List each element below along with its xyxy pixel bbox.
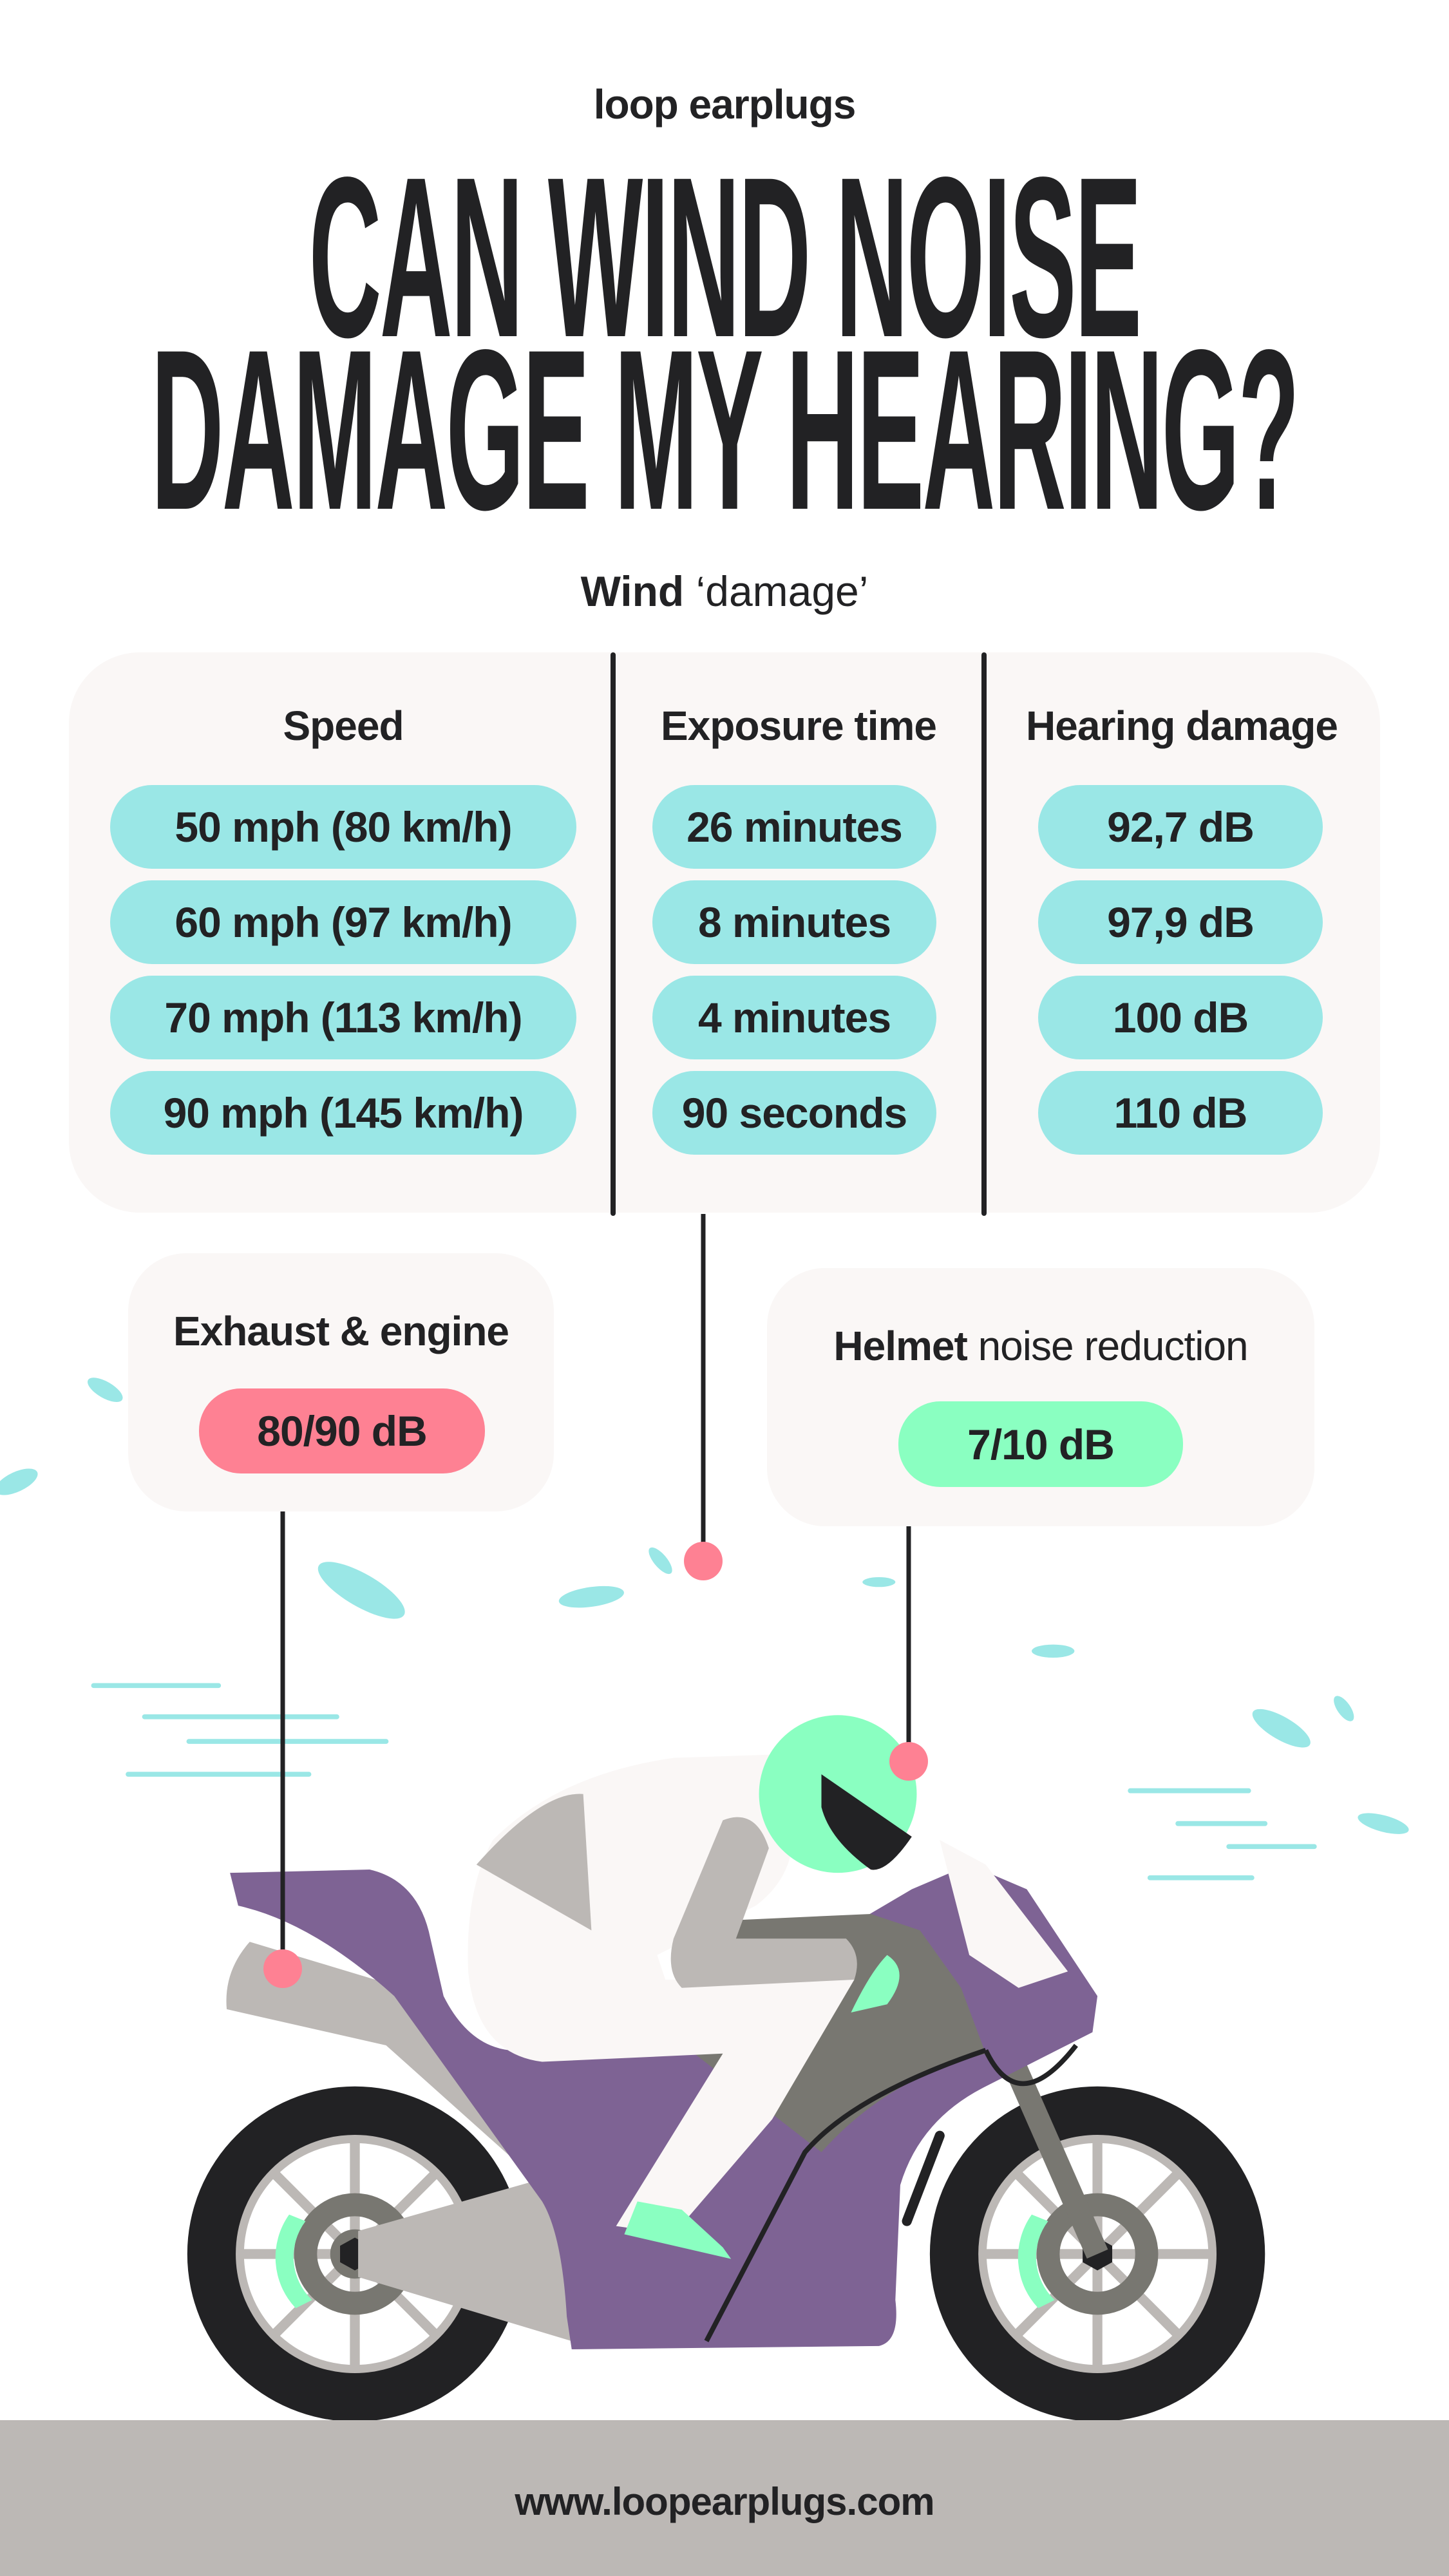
exposure-pill: 4 minutes — [652, 976, 936, 1059]
leaf-icon — [649, 1547, 672, 1575]
leaf-icon — [1032, 1644, 1075, 1658]
damage-pill: 110 dB — [1038, 1071, 1323, 1155]
footer-url-link[interactable]: www.loopearplugs.com — [515, 2480, 934, 2523]
exposure-pill: 26 minutes — [652, 785, 936, 869]
exposure-pill: 90 seconds — [652, 1071, 936, 1155]
helmet-label-rest: noise reduction — [967, 1323, 1249, 1369]
speed-pill: 70 mph (113 km/h) — [110, 976, 576, 1059]
title-line-2: DAMAGE MY HEARING? — [151, 303, 1300, 558]
fairing-windscreen — [940, 1840, 1068, 1988]
connector-dot — [889, 1742, 928, 1781]
header-exposure: Exposure time — [660, 703, 937, 749]
title-line-1: CAN WIND NOISE — [308, 130, 1142, 385]
leaf-icon — [1358, 1813, 1409, 1834]
leaf-icon — [317, 1562, 405, 1619]
leaf-icon — [862, 1577, 896, 1587]
speed-pill: 90 mph (145 km/h) — [110, 1071, 576, 1155]
leaf-icon — [558, 1586, 624, 1608]
helmet-visor — [821, 1774, 912, 1870]
leaf-icon — [1252, 1709, 1311, 1748]
damage-pill: 100 dB — [1038, 976, 1323, 1059]
subtitle-bold: Wind — [580, 567, 685, 615]
helmet-value-pill: 7/10 dB — [898, 1401, 1183, 1487]
exhaust-label: Exhaust & engine — [173, 1308, 509, 1354]
damage-pill: 92,7 dB — [1038, 785, 1323, 869]
connector-dot — [263, 1949, 302, 1988]
rider-arm — [670, 1817, 857, 1988]
column-divider — [611, 652, 616, 1216]
rider-boot — [624, 2201, 732, 2259]
table-subtitle: Wind ‘damage’ — [0, 567, 1449, 616]
front-fork — [991, 2032, 1108, 2259]
helmet-label-bold: Helmet — [833, 1323, 967, 1369]
speed-pill: 60 mph (97 km/h) — [110, 880, 576, 964]
connector-dot — [684, 1542, 723, 1580]
header-speed: Speed — [283, 703, 404, 749]
subtitle-rest: ‘damage’ — [684, 567, 869, 615]
leaf-icon — [0, 1468, 38, 1495]
footer-bar — [0, 2420, 1449, 2576]
rider-shoulder — [476, 1794, 592, 1931]
brand-logo: loop earplugs — [593, 81, 857, 128]
helmet-label: Helmet noise reduction — [767, 1322, 1314, 1370]
wind-leaves — [0, 1378, 1409, 1834]
damage-pill: 97,9 dB — [1038, 880, 1323, 964]
exposure-pill: 8 minutes — [652, 880, 936, 964]
swing-arm — [358, 2172, 572, 2342]
leaf-icon — [87, 1378, 123, 1403]
speed-lines — [91, 1683, 1317, 1880]
leaf-icon — [1334, 1696, 1354, 1721]
speed-pill: 50 mph (80 km/h) — [110, 785, 576, 869]
exhaust-pipe — [226, 1942, 542, 2185]
header-damage: Hearing damage — [1026, 703, 1338, 749]
exhaust-value-pill: 80/90 dB — [199, 1388, 485, 1473]
column-divider — [981, 652, 987, 1216]
